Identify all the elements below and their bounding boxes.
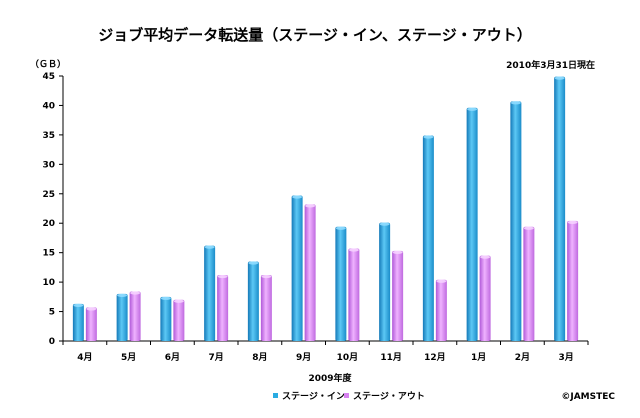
- chart-title: ジョブ平均データ転送量（ステージ・イン、ステージ・アウト）: [98, 26, 532, 44]
- bar-stage-in: [422, 135, 434, 341]
- bar-cap-stage-out: [523, 226, 534, 230]
- bar-stage-in: [554, 76, 566, 341]
- bar-cap-stage-out: [86, 307, 97, 311]
- bar-cap-stage-out: [567, 220, 578, 224]
- y-tick-label: 5: [49, 308, 55, 318]
- bar-stage-out: [567, 220, 579, 341]
- x-tick-label: 6月: [165, 352, 180, 363]
- y-tick-label: 40: [42, 101, 55, 111]
- bar-cap-stage-out: [305, 204, 316, 208]
- bar-cap-stage-in: [248, 261, 259, 265]
- bar-stage-in: [160, 296, 172, 341]
- bar-stage-out: [523, 226, 535, 341]
- y-unit-label: （ＧＢ）: [30, 59, 66, 70]
- x-tick-label: 7月: [208, 352, 223, 363]
- y-tick-label: 25: [42, 190, 55, 200]
- bar-stage-out: [304, 204, 316, 341]
- bar-cap-stage-in: [335, 226, 346, 230]
- y-tick-label: 35: [42, 131, 55, 141]
- bar-cap-stage-out: [436, 279, 447, 283]
- bar-cap-stage-in: [160, 296, 171, 300]
- y-tick-label: 45: [42, 72, 55, 82]
- bar-cap-stage-in: [117, 293, 128, 297]
- bar-stage-in: [204, 245, 216, 341]
- bar-stage-in: [247, 261, 259, 341]
- bar-stage-in: [291, 195, 303, 341]
- bar-cap-stage-in: [292, 195, 303, 199]
- x-axis-label: 2009年度: [308, 372, 352, 384]
- bar-cap-stage-in: [467, 107, 478, 111]
- x-tick-label: 9月: [296, 352, 311, 363]
- y-tick-label: 30: [42, 160, 55, 170]
- copyright-credit: ©JAMSTEC: [561, 392, 615, 402]
- bar-stage-in: [335, 226, 347, 341]
- x-tick-label: 12月: [424, 352, 446, 363]
- bar-stage-out: [260, 275, 272, 341]
- legend-swatch-stage-out: [344, 393, 349, 398]
- bar-stage-out: [173, 299, 185, 341]
- bar-stage-in: [116, 293, 128, 341]
- bar-stage-in: [72, 303, 84, 341]
- bar-stage-in: [466, 107, 478, 341]
- bar-cap-stage-out: [130, 291, 141, 295]
- x-tick-label: 1月: [471, 352, 486, 363]
- bar-cap-stage-out: [392, 250, 403, 254]
- bar-stage-out: [435, 279, 447, 341]
- bar-cap-stage-in: [73, 303, 84, 307]
- bar-stage-out: [479, 255, 491, 341]
- y-tick-label: 20: [42, 219, 55, 229]
- bar-stage-out: [217, 275, 229, 341]
- bar-stage-out: [85, 307, 97, 341]
- legend: ステージ・イン ステージ・アウト: [273, 391, 425, 402]
- y-tick-label: 15: [42, 249, 55, 259]
- bar-stage-in: [379, 222, 391, 341]
- bar-cap-stage-in: [554, 76, 565, 80]
- x-tick-label: 3月: [558, 352, 573, 363]
- bar-cap-stage-in: [423, 135, 434, 139]
- x-tick-label: 11月: [380, 352, 402, 363]
- legend-swatch-stage-in: [273, 393, 278, 398]
- bar-cap-stage-in: [510, 101, 521, 105]
- bar-stage-in: [510, 101, 522, 341]
- date-note: 2010年3月31日現在: [506, 59, 595, 71]
- x-tick-label: 4月: [77, 352, 92, 363]
- bar-cap-stage-out: [217, 274, 228, 279]
- bar-cap-stage-out: [261, 274, 272, 279]
- x-tick-label: 2月: [515, 352, 530, 363]
- legend-label-stage-in: ステージ・イン: [282, 391, 345, 402]
- x-tick-label: 8月: [252, 352, 267, 363]
- legend-label-stage-out: ステージ・アウト: [353, 391, 425, 402]
- plot-area: 0 5 10 15 20 25 30 35 40 45 4月 5月 6月 7月 8月 9月 10月 11月 12月 1…: [42, 72, 589, 363]
- bar-stage-out: [348, 248, 360, 341]
- bar-stage-out: [129, 291, 141, 341]
- bar-cap-stage-out: [480, 255, 491, 259]
- y-tick-label: 10: [42, 278, 55, 288]
- y-tick-label: 0: [49, 337, 55, 347]
- bar-cap-stage-out: [348, 248, 359, 252]
- x-tick-label: 5月: [121, 352, 136, 363]
- bar-cap-stage-in: [204, 245, 215, 249]
- bar-cap-stage-in: [379, 222, 390, 226]
- bar-cap-stage-out: [173, 299, 184, 303]
- bar-stage-out: [392, 250, 404, 341]
- x-tick-label: 10月: [337, 352, 359, 363]
